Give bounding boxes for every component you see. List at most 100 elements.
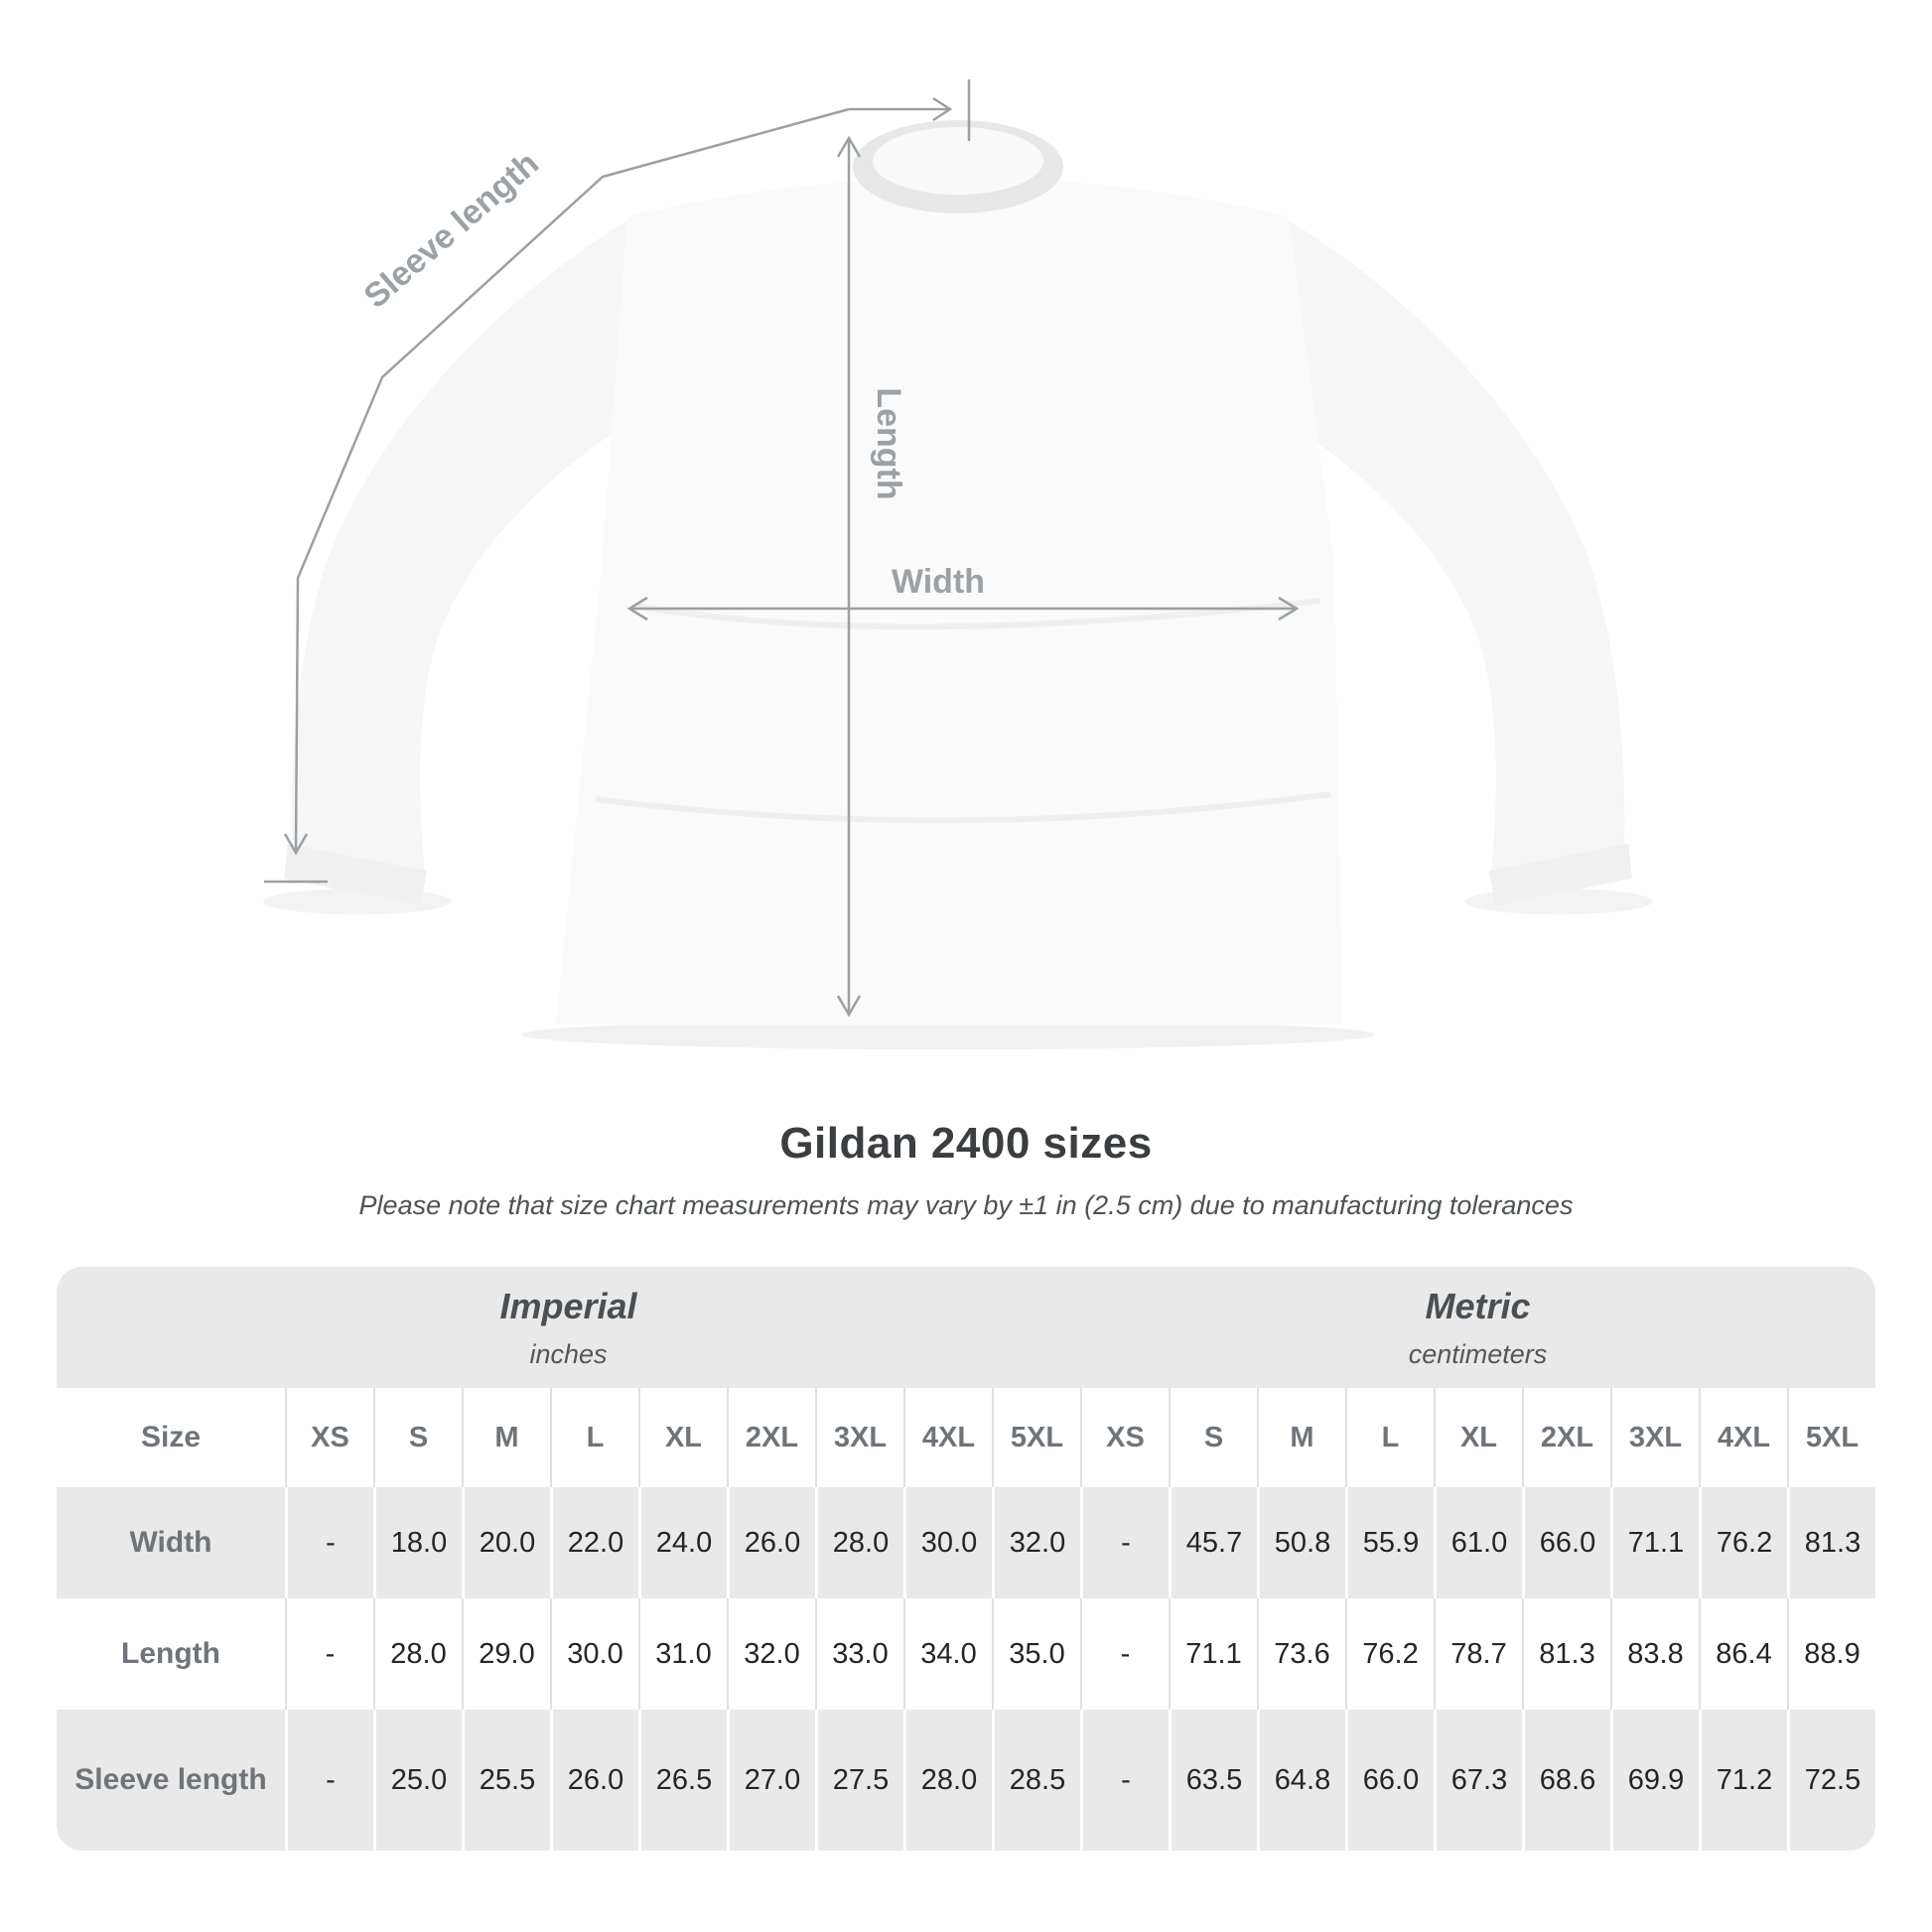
value-cell: 33.0: [815, 1598, 903, 1710]
length-line: [836, 135, 862, 1018]
value-cell: 28.0: [373, 1598, 462, 1710]
value-cell: 28.0: [903, 1710, 992, 1851]
value-cell: 32.0: [992, 1487, 1080, 1598]
value-cell: 24.0: [638, 1487, 727, 1598]
size-column-header: M: [462, 1388, 550, 1487]
size-column-header: XS: [1080, 1388, 1169, 1487]
value-cell: -: [285, 1710, 373, 1851]
size-column-header: 4XL: [903, 1388, 992, 1487]
sleeve-length-label: Sleeve length: [357, 144, 546, 315]
value-cell: 66.0: [1345, 1710, 1434, 1851]
size-column-header: XL: [1434, 1388, 1522, 1487]
value-cell: 50.8: [1257, 1487, 1345, 1598]
value-cell: 71.2: [1699, 1710, 1787, 1851]
metric-header: Metric: [1425, 1285, 1531, 1326]
page-title: Gildan 2400 sizes: [779, 1119, 1153, 1168]
size-column-header: 3XL: [815, 1388, 903, 1487]
shirt-shadows: [263, 889, 1653, 1049]
imperial-header: Imperial: [499, 1285, 637, 1326]
row-label: Width: [129, 1526, 212, 1559]
value-cell: 63.5: [1169, 1710, 1257, 1851]
imperial-unit-group: Imperial inches: [57, 1267, 1080, 1388]
value-cell: 22.0: [550, 1487, 638, 1598]
value-cell: -: [1080, 1710, 1169, 1851]
size-column-header: XS: [285, 1388, 373, 1487]
value-cell: 61.0: [1434, 1487, 1522, 1598]
value-cell: 71.1: [1610, 1487, 1699, 1598]
value-cell: 88.9: [1787, 1598, 1875, 1710]
length-label: Length: [870, 387, 907, 499]
value-cell: 55.9: [1345, 1487, 1434, 1598]
value-cell: -: [285, 1487, 373, 1598]
size-column-header: S: [373, 1388, 462, 1487]
unit-header-band: Imperial inches Metric centimeters: [57, 1267, 1875, 1388]
measurement-lines: [264, 79, 1300, 1018]
value-cell: 45.7: [1169, 1487, 1257, 1598]
value-cell: 78.7: [1434, 1598, 1522, 1710]
value-cell: -: [1080, 1598, 1169, 1710]
value-cell: 73.6: [1257, 1598, 1345, 1710]
table-row: Sleeve length -25.0 25.5 26.0 26.5 27.0 27.5 28…: [57, 1710, 1875, 1851]
size-column-header: 3XL: [1610, 1388, 1699, 1487]
metric-subheader: centimeters: [1408, 1338, 1548, 1369]
size-column-header: 2XL: [727, 1388, 815, 1487]
size-column-header: M: [1257, 1388, 1345, 1487]
size-table-grid: Size XS S M L XL 2XL 3XL 4XL 5XL XS S M L XL 2XL 3XL 4XL 5…: [57, 1388, 1875, 1851]
value-cell: 31.0: [638, 1598, 727, 1710]
value-cell: 26.5: [638, 1710, 727, 1851]
row-label: Length: [121, 1637, 220, 1670]
sleeve-length-line: [264, 79, 971, 884]
value-cell: 76.2: [1699, 1487, 1787, 1598]
value-cell: 34.0: [903, 1598, 992, 1710]
value-cell: 76.2: [1345, 1598, 1434, 1710]
size-column-header: 2XL: [1522, 1388, 1610, 1487]
width-line: [626, 596, 1300, 621]
value-cell: 67.3: [1434, 1710, 1522, 1851]
value-cell: 68.6: [1522, 1710, 1610, 1851]
value-cell: 35.0: [992, 1598, 1080, 1710]
value-cell: 71.1: [1169, 1598, 1257, 1710]
value-cell: 72.5: [1787, 1710, 1875, 1851]
metric-unit-group: Metric centimeters: [1080, 1267, 1875, 1388]
imperial-subheader: inches: [529, 1338, 608, 1369]
value-cell: 69.9: [1610, 1710, 1699, 1851]
shirt-measurement-diagram: Sleeve length Length Width: [263, 79, 1653, 1049]
value-cell: 25.0: [373, 1710, 462, 1851]
value-cell: 26.0: [727, 1487, 815, 1598]
shirt-illustration: [284, 120, 1632, 1025]
value-cell: 28.0: [815, 1487, 903, 1598]
value-cell: 29.0: [462, 1598, 550, 1710]
table-row: Length -28.0 29.0 30.0 31.0 32.0 33.0 34.0 35.0-…: [57, 1598, 1875, 1710]
size-column-header: S: [1169, 1388, 1257, 1487]
value-cell: 26.0: [550, 1710, 638, 1851]
value-cell: -: [285, 1598, 373, 1710]
size-corner-header: Size: [140, 1421, 202, 1453]
value-cell: 83.8: [1610, 1598, 1699, 1710]
value-cell: 18.0: [373, 1487, 462, 1598]
table-row: Width -18.0 20.0 22.0 24.0 26.0 28.0 30.0 32.0-4…: [57, 1487, 1875, 1598]
size-column-header: XL: [638, 1388, 727, 1487]
size-column-header: 4XL: [1699, 1388, 1787, 1487]
value-cell: 30.0: [903, 1487, 992, 1598]
value-cell: 86.4: [1699, 1598, 1787, 1710]
value-cell: 32.0: [727, 1598, 815, 1710]
value-cell: 28.5: [992, 1710, 1080, 1851]
value-cell: 30.0: [550, 1598, 638, 1710]
value-cell: 81.3: [1522, 1598, 1610, 1710]
value-cell: 64.8: [1257, 1710, 1345, 1851]
size-column-header: 5XL: [992, 1388, 1080, 1487]
value-cell: 27.5: [815, 1710, 903, 1851]
value-cell: 20.0: [462, 1487, 550, 1598]
size-column-header: 5XL: [1787, 1388, 1875, 1487]
size-table: Imperial inches Metric centimeters Size X…: [57, 1267, 1875, 1851]
width-label: Width: [892, 563, 985, 601]
size-header-row: Size XS S M L XL 2XL 3XL 4XL 5XL XS S M L XL 2XL 3XL 4XL 5…: [57, 1388, 1875, 1487]
row-label: Sleeve length: [74, 1763, 267, 1796]
value-cell: 25.5: [462, 1710, 550, 1851]
value-cell: 66.0: [1522, 1487, 1610, 1598]
size-column-header: L: [1345, 1388, 1434, 1487]
value-cell: 81.3: [1787, 1487, 1875, 1598]
title-block: Gildan 2400 sizes Please note that size …: [0, 1119, 1932, 1221]
tolerance-note: Please note that size chart measurements…: [358, 1190, 1574, 1220]
size-column-header: L: [550, 1388, 638, 1487]
